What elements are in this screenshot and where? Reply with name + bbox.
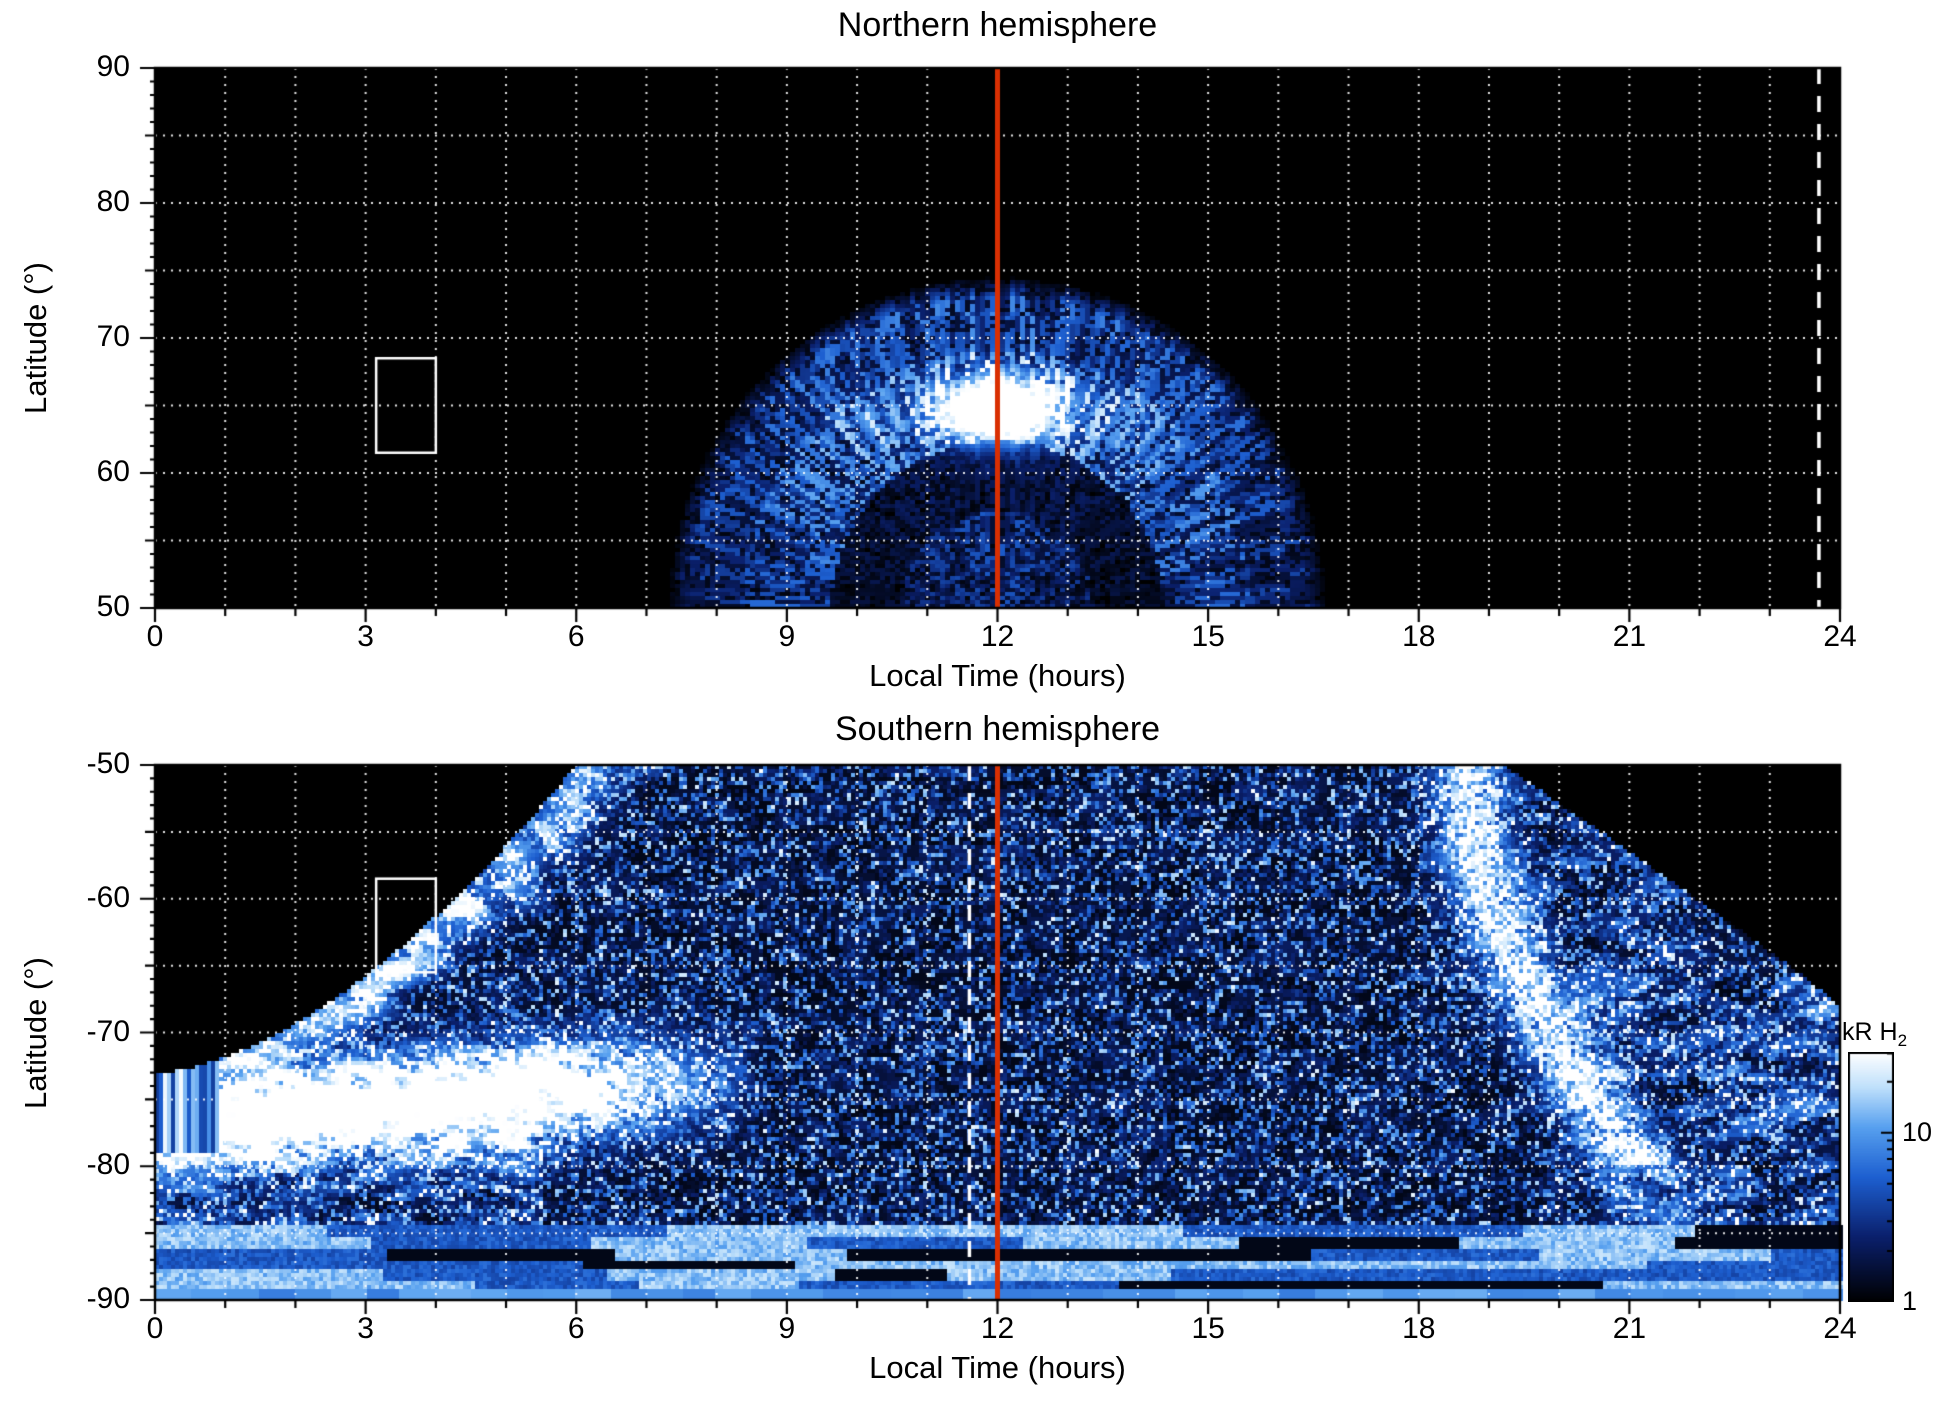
x-tick-label: 21 <box>1612 620 1647 653</box>
x-tick-label: 15 <box>1191 1312 1225 1345</box>
y-tick-label: 70 <box>96 320 130 353</box>
panel-southern-hemisphere: Southern hemisphere Latitude (°) Local T… <box>0 700 1950 1423</box>
x-tick-label: 9 <box>778 1312 796 1345</box>
panel-title: Northern hemisphere <box>837 6 1158 44</box>
south-heatmap-canvas <box>0 700 1950 1423</box>
y-tick-label: 80 <box>96 185 130 218</box>
x-tick-label: 3 <box>357 1312 374 1345</box>
north-heatmap-canvas <box>0 0 1950 700</box>
x-tick-label: 3 <box>357 620 374 653</box>
panel-northern-hemisphere: Northern hemisphere Latitude (°) Local T… <box>0 0 1950 700</box>
x-tick-label: 18 <box>1402 1312 1436 1345</box>
colorbar: kR H2 10 1 <box>1842 1018 1950 1337</box>
x-tick-label: 0 <box>146 1312 164 1345</box>
colorbar-label-text: kR H <box>1842 1018 1898 1046</box>
y-tick-label: -50 <box>86 747 130 780</box>
x-tick-label: 21 <box>1612 1312 1647 1345</box>
panel-title: Southern hemisphere <box>834 710 1161 748</box>
x-tick-label: 6 <box>567 620 585 653</box>
y-tick-label: -80 <box>86 1148 130 1182</box>
y-tick-label: -70 <box>86 1014 130 1048</box>
x-tick-label: 15 <box>1191 620 1225 653</box>
x-tick-label: 24 <box>1823 620 1857 653</box>
x-tick-label: 12 <box>980 1312 1015 1345</box>
x-axis-label: Local Time (hours) <box>869 658 1126 693</box>
y-tick-label: -90 <box>86 1282 130 1315</box>
x-tick-label: 24 <box>1823 1312 1857 1345</box>
colorbar-label: kR H2 <box>1842 1018 1907 1051</box>
x-tick-label: 9 <box>778 620 796 653</box>
x-tick-label: 0 <box>146 620 164 653</box>
colorbar-gradient <box>1848 1052 1894 1302</box>
x-tick-label: 6 <box>567 1312 585 1345</box>
y-tick-label: 90 <box>96 50 130 83</box>
x-tick-label: 18 <box>1402 620 1436 653</box>
x-tick-label: 12 <box>980 620 1015 653</box>
x-axis-label: Local Time (hours) <box>869 1350 1126 1385</box>
colorbar-tick-label: 1 <box>1902 1286 1918 1316</box>
colorbar-label-subscript: 2 <box>1897 1031 1908 1050</box>
y-tick-label: 50 <box>96 590 130 623</box>
y-tick-label: -60 <box>86 880 130 914</box>
y-tick-label: 60 <box>96 455 130 488</box>
colorbar-tick-label: 10 <box>1902 1116 1933 1147</box>
